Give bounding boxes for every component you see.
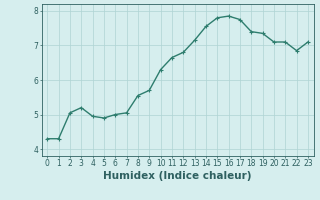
X-axis label: Humidex (Indice chaleur): Humidex (Indice chaleur)	[103, 171, 252, 181]
